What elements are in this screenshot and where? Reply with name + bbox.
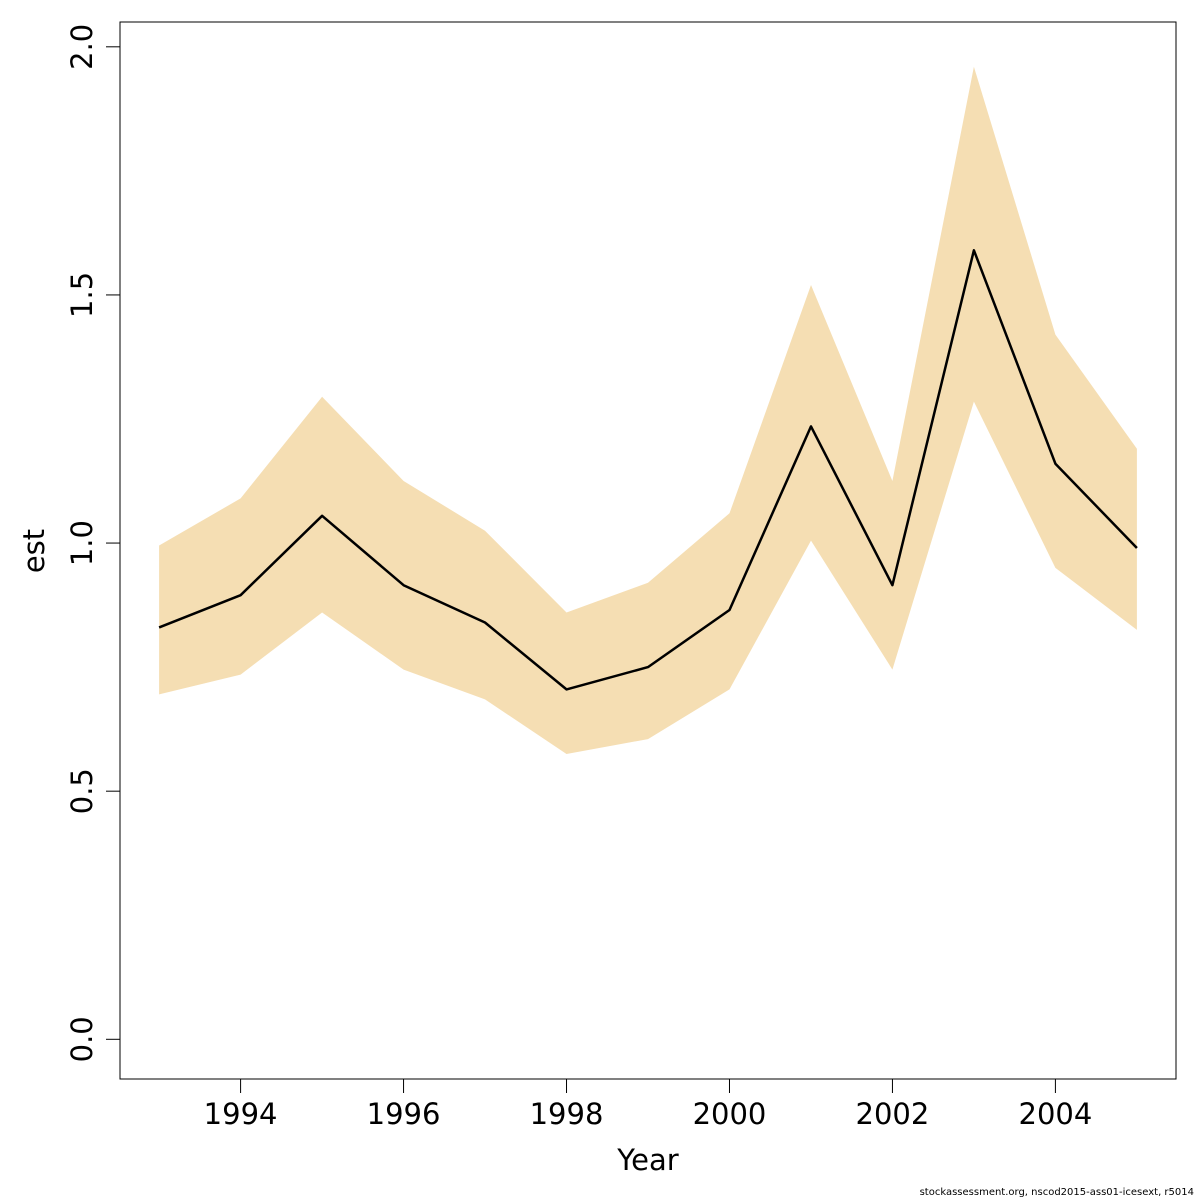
y-tick-label: 0.0 — [65, 1016, 99, 1062]
x-axis: 1994 1996 1998 2000 2002 2004 — [204, 1078, 1093, 1131]
confidence-band — [159, 66, 1137, 754]
y-axis: 0.0 0.5 1.0 1.5 2.0 — [65, 24, 121, 1062]
y-tick-label: 0.5 — [65, 768, 99, 814]
x-tick-label: 1996 — [367, 1097, 441, 1131]
x-tick-label: 1998 — [530, 1097, 604, 1131]
y-axis-title: est — [17, 529, 51, 573]
y-tick-label: 1.0 — [65, 520, 99, 566]
confidence-band-layer — [159, 66, 1137, 754]
y-tick-label: 1.5 — [65, 272, 99, 318]
x-tick-label: 1994 — [204, 1097, 278, 1131]
x-tick-label: 2002 — [856, 1097, 930, 1131]
x-axis-title: Year — [616, 1143, 678, 1177]
y-tick-label: 2.0 — [65, 24, 99, 70]
x-tick-label: 2000 — [693, 1097, 767, 1131]
x-tick-label: 2004 — [1019, 1097, 1093, 1131]
series-line-layer — [158, 249, 1138, 691]
footer-credit: stockassessment.org, nscod2015-ass01-ice… — [920, 1187, 1194, 1198]
